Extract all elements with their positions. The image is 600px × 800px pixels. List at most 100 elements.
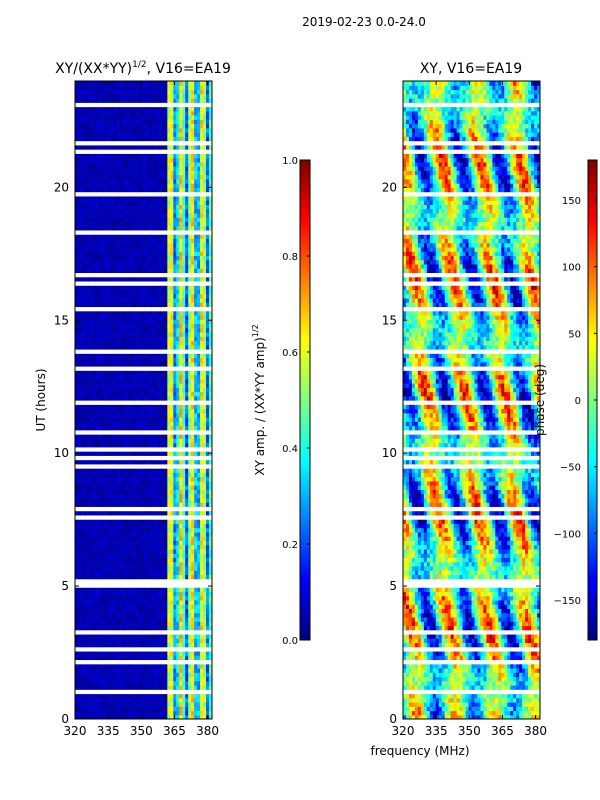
amplitude-cell xyxy=(209,472,212,478)
amplitude-cell xyxy=(131,395,136,401)
amplitude-cell xyxy=(113,540,118,546)
amplitude-cell xyxy=(98,710,103,716)
amplitude-cell xyxy=(89,319,94,325)
amplitude-cell xyxy=(173,412,177,418)
amplitude-cell xyxy=(167,400,171,405)
amplitude-cell xyxy=(179,489,183,495)
amplitude-cell xyxy=(131,353,136,359)
amplitude-cell xyxy=(146,259,151,265)
amplitude-cell xyxy=(143,263,148,269)
amplitude-cell xyxy=(110,519,115,524)
amplitude-cell xyxy=(164,400,168,405)
amplitude-cell xyxy=(83,323,88,329)
amplitude-cell xyxy=(146,667,151,673)
amplitude-cell xyxy=(89,353,94,359)
amplitude-cell xyxy=(131,570,136,575)
amplitude-cell xyxy=(98,297,103,303)
amplitude-cell xyxy=(101,263,106,269)
amplitude-cell xyxy=(131,489,136,495)
amplitude-cell xyxy=(89,506,94,512)
amplitude-cell xyxy=(116,400,121,405)
amplitude-cell xyxy=(143,667,148,673)
amplitude-cell xyxy=(119,319,124,325)
amplitude-cell xyxy=(122,714,127,719)
amplitude-cell xyxy=(194,667,198,673)
amplitude-cell xyxy=(203,553,207,558)
amplitude-cell xyxy=(203,514,207,520)
amplitude-cell xyxy=(143,361,148,367)
amplitude-cell xyxy=(167,689,171,695)
amplitude-cell xyxy=(191,493,195,499)
amplitude-cell xyxy=(83,684,88,690)
amplitude-cell xyxy=(125,348,130,354)
amplitude-cell xyxy=(152,451,157,456)
amplitude-cell xyxy=(203,365,207,371)
amplitude-cell xyxy=(158,625,162,631)
amplitude-cell xyxy=(188,612,192,618)
amplitude-cell xyxy=(113,697,118,703)
amplitude-cell xyxy=(77,314,82,320)
amplitude-cell xyxy=(158,604,162,610)
amplitude-cell xyxy=(203,340,207,346)
amplitude-cell xyxy=(143,557,148,563)
amplitude-cell xyxy=(155,706,159,712)
amplitude-cell xyxy=(182,646,186,652)
amplitude-cell xyxy=(137,353,142,359)
amplitude-cell xyxy=(161,672,165,678)
amplitude-cell xyxy=(116,604,121,610)
amplitude-cell xyxy=(101,476,106,482)
amplitude-cell xyxy=(167,348,171,354)
amplitude-cell xyxy=(158,642,162,648)
amplitude-cell xyxy=(185,506,189,512)
amplitude-cell xyxy=(89,468,94,473)
amplitude-cell xyxy=(176,536,180,541)
amplitude-cell xyxy=(182,638,186,644)
amplitude-cell xyxy=(143,697,148,703)
amplitude-cell xyxy=(167,485,171,490)
amplitude-cell xyxy=(95,676,100,682)
amplitude-cell xyxy=(188,650,192,656)
amplitude-cell xyxy=(179,306,183,312)
amplitude-cell xyxy=(143,417,148,422)
amplitude-cell xyxy=(164,293,168,299)
amplitude-cell xyxy=(122,693,127,699)
amplitude-cell xyxy=(92,438,97,444)
amplitude-cell xyxy=(95,344,100,350)
amplitude-cell xyxy=(146,531,151,537)
amplitude-cell xyxy=(80,480,85,486)
amplitude-cell xyxy=(188,510,192,516)
amplitude-cell xyxy=(185,395,189,401)
amplitude-cell xyxy=(98,323,103,329)
amplitude-cell xyxy=(83,327,88,333)
amplitude-cell xyxy=(80,382,85,388)
amplitude-cell xyxy=(77,544,82,550)
amplitude-cell xyxy=(182,361,186,367)
amplitude-cell xyxy=(167,506,171,512)
amplitude-cell xyxy=(200,293,204,299)
amplitude-cell xyxy=(83,612,88,618)
amplitude-cell xyxy=(173,582,177,588)
amplitude-cell xyxy=(89,272,94,278)
amplitude-cell xyxy=(164,565,168,571)
amplitude-cell xyxy=(80,582,85,588)
amplitude-cell xyxy=(75,395,79,401)
amplitude-cell xyxy=(209,357,212,363)
amplitude-cell xyxy=(125,663,130,669)
amplitude-cell xyxy=(179,519,183,524)
amplitude-cell xyxy=(170,570,174,575)
amplitude-cell xyxy=(122,387,127,393)
amplitude-cell xyxy=(200,323,204,329)
amplitude-cell xyxy=(161,310,165,316)
amplitude-cell xyxy=(116,306,121,312)
amplitude-cell xyxy=(125,544,130,550)
amplitude-cell xyxy=(101,361,106,367)
amplitude-cell xyxy=(113,285,118,291)
amplitude-cell xyxy=(173,327,177,333)
amplitude-cell xyxy=(113,370,118,376)
amplitude-cell xyxy=(89,391,94,397)
amplitude-cell xyxy=(176,302,180,308)
amplitude-cell xyxy=(116,459,121,465)
amplitude-cell xyxy=(137,578,142,584)
amplitude-cell xyxy=(173,374,177,380)
amplitude-cell xyxy=(149,570,154,575)
